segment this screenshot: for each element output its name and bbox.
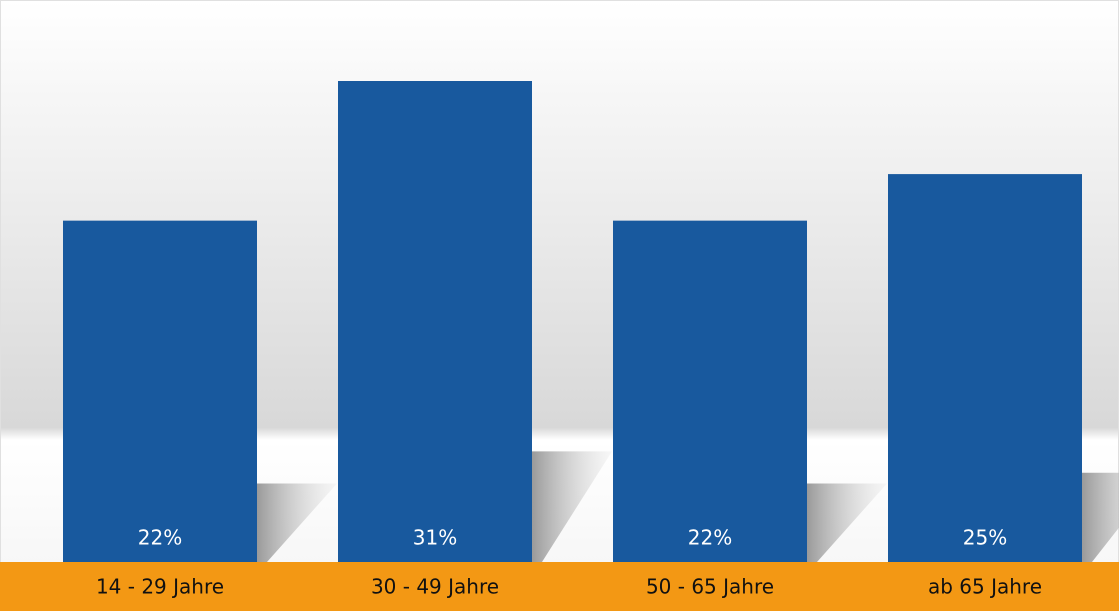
bar — [888, 174, 1082, 562]
bar-shadow — [1082, 472, 1119, 562]
category-label: 14 - 29 Jahre — [96, 575, 224, 599]
bar-shadow — [532, 451, 612, 562]
category-band — [0, 562, 1119, 611]
bar-shadow — [807, 483, 887, 562]
bar-shadow — [257, 483, 337, 562]
category-label: ab 65 Jahre — [928, 575, 1042, 599]
value-label: 22% — [688, 526, 732, 550]
value-label: 25% — [963, 526, 1007, 550]
category-label: 30 - 49 Jahre — [371, 575, 499, 599]
value-label: 22% — [138, 526, 182, 550]
category-label: 50 - 65 Jahre — [646, 575, 774, 599]
bar — [338, 81, 532, 562]
bar — [613, 220, 807, 563]
bar — [63, 220, 257, 563]
value-label: 31% — [413, 526, 457, 550]
